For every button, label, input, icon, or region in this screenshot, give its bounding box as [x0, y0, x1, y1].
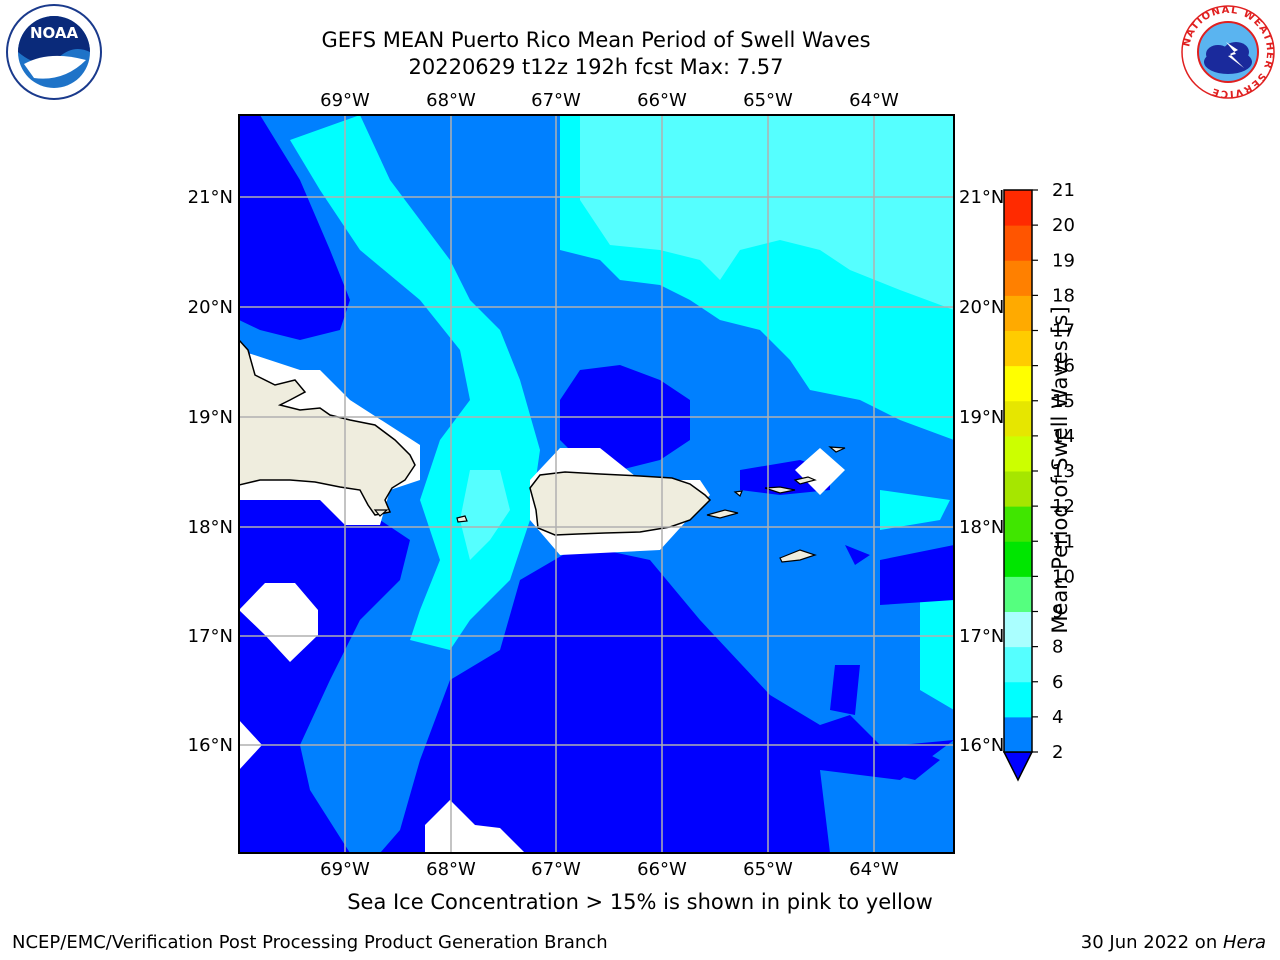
colorbar-segment	[1004, 506, 1032, 542]
lon-label-top: 69°W	[320, 90, 370, 111]
colorbar-segment	[1004, 225, 1032, 261]
graticule	[239, 115, 954, 853]
lon-label-bottom: 64°W	[849, 859, 899, 880]
lon-label-top: 64°W	[849, 90, 899, 111]
colorbar-label: Mean Period of Swell Waves [s]	[1048, 306, 1072, 634]
lon-label-top: 68°W	[426, 90, 476, 111]
colorbar-tick-label: 10	[1052, 566, 1075, 587]
lon-label-bottom: 67°W	[531, 859, 581, 880]
hispaniola-landmass	[239, 338, 416, 516]
colorbar-segment	[1004, 295, 1032, 331]
lat-label-left: 20°N	[188, 297, 233, 318]
colorbar-tick-label: 13	[1052, 461, 1075, 482]
lat-label-right: 19°N	[959, 407, 1004, 428]
lat-label-right: 20°N	[959, 297, 1004, 318]
map-frame	[238, 114, 955, 854]
colorbar-tick-label: 19	[1052, 250, 1075, 271]
colorbar-tick-label: 2	[1052, 742, 1063, 763]
colorbar-tick-label: 17	[1052, 321, 1075, 342]
swell-contour-2-4-channel	[239, 115, 954, 780]
colorbar-segment	[1004, 541, 1032, 577]
footer-date: 30 Jun 2022 on Hera	[1081, 932, 1266, 953]
nws-logo: NATIONAL WEATHER SERVICE	[1180, 4, 1276, 100]
colorbar-segment	[1004, 260, 1032, 296]
colorbar-segment	[1004, 646, 1032, 683]
lat-label-left: 18°N	[188, 517, 233, 538]
colorbar-tick-label: 8	[1052, 637, 1063, 658]
lon-label-bottom: 69°W	[320, 859, 370, 880]
lon-label-top: 67°W	[531, 90, 581, 111]
lon-label-top: 66°W	[637, 90, 687, 111]
lon-label-top: 65°W	[743, 90, 793, 111]
lat-label-left: 16°N	[188, 735, 233, 756]
footer-branch: NCEP/EMC/Verification Post Processing Pr…	[12, 932, 608, 953]
swell-contour-6-8	[290, 115, 954, 710]
lat-label-right: 16°N	[959, 735, 1004, 756]
colorbar-segment	[1004, 365, 1032, 402]
lat-label-left: 17°N	[188, 626, 233, 647]
colorbar-tick-label: 14	[1052, 426, 1075, 447]
chart-title-line1: GEFS MEAN Puerto Rico Mean Period of Swe…	[321, 28, 871, 52]
colorbar-segment	[1004, 681, 1032, 718]
colorbar-segment	[1004, 716, 1032, 753]
colorbar-segment	[1004, 190, 1032, 226]
noaa-logo: NOAA	[6, 4, 102, 100]
noaa-logo-text: NOAA	[30, 24, 79, 42]
colorbar-segment	[1004, 435, 1032, 472]
colorbar-tick-label: 4	[1052, 707, 1063, 728]
lat-label-right: 17°N	[959, 626, 1004, 647]
lon-label-bottom: 65°W	[743, 859, 793, 880]
colorbar-tick-label: 18	[1052, 285, 1075, 306]
lat-label-left: 19°N	[188, 407, 233, 428]
colorbar-tick-label: 9	[1052, 602, 1063, 623]
colorbar-tick-label: 6	[1052, 672, 1063, 693]
virgin-islands	[373, 446, 846, 563]
colorbar-tick-label: 12	[1052, 496, 1075, 517]
sea-ice-caption: Sea Ice Concentration > 15% is shown in …	[347, 890, 933, 914]
lon-label-bottom: 66°W	[637, 859, 687, 880]
colorbar-tick-label: 15	[1052, 391, 1075, 412]
colorbar-segment	[1004, 330, 1032, 367]
colorbar: 2 4 6 8 9 10 11 12 13 14 15 16 17 18 19 20 21	[1002, 180, 1075, 782]
colorbar-segment	[1004, 611, 1032, 648]
colorbar-tick-label: 11	[1052, 531, 1075, 552]
lat-label-left: 21°N	[188, 187, 233, 208]
colorbar-segment	[1004, 576, 1032, 612]
colorbar-segment	[1004, 471, 1032, 507]
colorbar-tick-label: 16	[1052, 356, 1075, 377]
lat-label-right: 21°N	[959, 187, 1004, 208]
lon-label-bottom: 68°W	[426, 859, 476, 880]
lat-label-right: 18°N	[959, 517, 1004, 538]
colorbar-tick-label: 21	[1052, 180, 1075, 201]
puerto-rico-landmass	[529, 471, 712, 536]
colorbar-segment	[1004, 400, 1032, 437]
map-plot-area	[239, 115, 954, 853]
swell-contour-8-9	[460, 115, 954, 560]
colorbar-extend-triangle	[1002, 751, 1034, 782]
footer-date-text: 30 Jun 2022 on	[1080, 932, 1223, 953]
footer-machine: Hera	[1222, 932, 1266, 953]
colorbar-tick-label: 20	[1052, 215, 1075, 236]
chart-title-line2: 20220629 t12z 192h fcst Max: 7.57	[408, 55, 784, 79]
